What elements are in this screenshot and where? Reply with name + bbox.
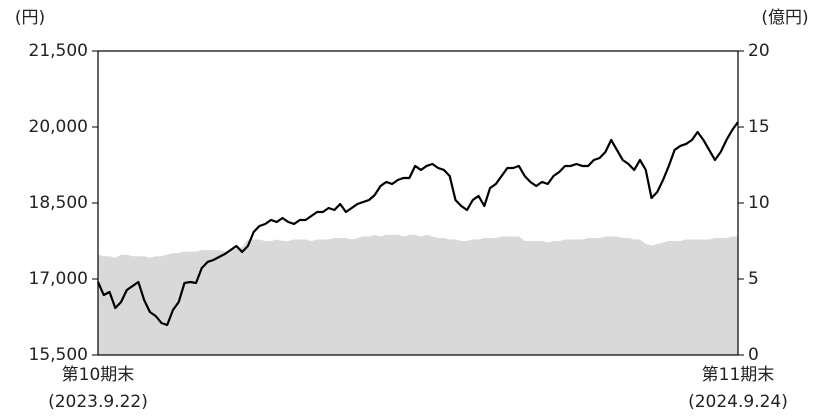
y-tick-label: 15,500 bbox=[29, 345, 88, 365]
area bbox=[98, 234, 738, 355]
y2-axis-label: (億円) bbox=[761, 8, 808, 28]
y-tick-label: 18,500 bbox=[29, 193, 88, 213]
y-tick-label: 17,000 bbox=[29, 269, 88, 289]
y2-tick-label: 0 bbox=[748, 345, 759, 365]
x-tick-label: 第11期末 (2024.9.24) bbox=[688, 365, 788, 412]
y2-tick-label: 10 bbox=[748, 193, 770, 213]
y-tick-label: 21,500 bbox=[29, 41, 88, 61]
x-tick-label: 第10期末 (2023.9.22) bbox=[48, 365, 148, 412]
y-tick-label: 20,000 bbox=[29, 117, 88, 137]
y2-tick-label: 20 bbox=[748, 41, 770, 61]
line bbox=[96, 121, 739, 327]
y2-tick-label: 5 bbox=[748, 269, 759, 289]
y-axis-label: (円) bbox=[15, 8, 45, 28]
y2-tick-label: 15 bbox=[748, 117, 770, 137]
